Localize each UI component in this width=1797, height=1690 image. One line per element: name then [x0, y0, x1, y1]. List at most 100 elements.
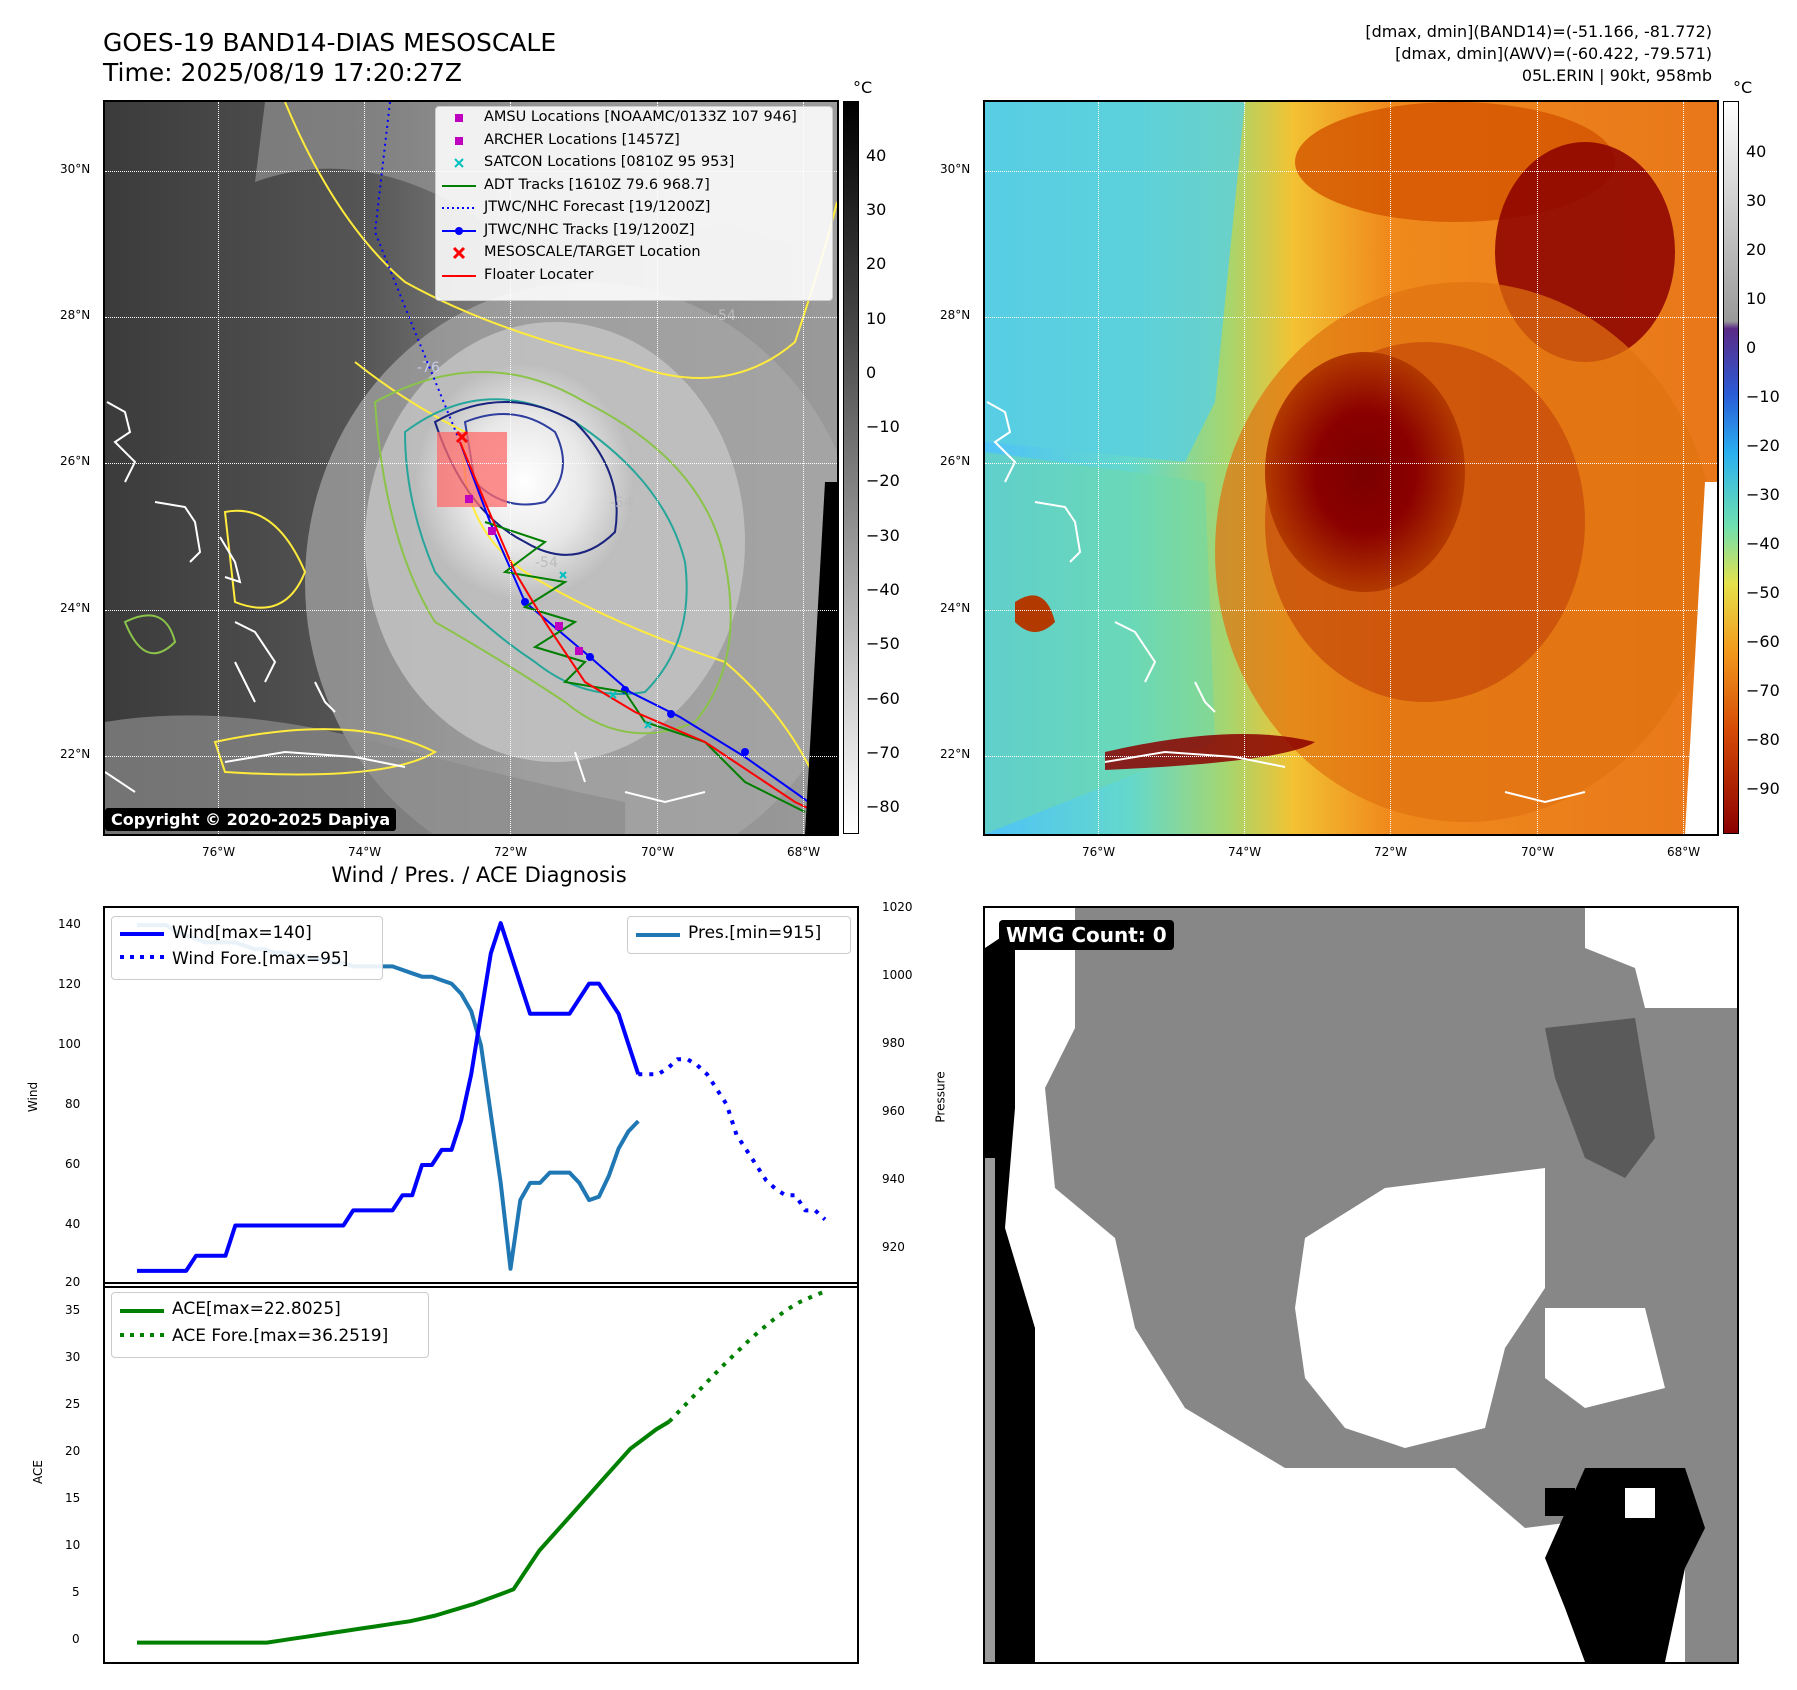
- ace-tick: 15: [65, 1491, 81, 1505]
- ace-tick: 20: [65, 1444, 81, 1458]
- lat-label: 22°N: [60, 747, 91, 761]
- colorbar-tick: −90: [1746, 779, 1780, 798]
- ace-legend-label: ACE[max=22.8025]: [172, 1299, 341, 1319]
- ace-plot: ACE[max=22.8025] ACE Fore.[max=36.2519]: [103, 1282, 859, 1664]
- wind-tick: 60: [65, 1157, 81, 1171]
- lon-label: 68°W: [1667, 845, 1701, 859]
- wmg-image: [985, 908, 1737, 1662]
- colorbar-tick: −40: [1746, 534, 1780, 553]
- colorbar-tick: 10: [866, 309, 887, 328]
- ace-svg: [137, 1289, 826, 1645]
- legend-item: Floater Locater: [442, 266, 594, 283]
- colorbar-tick: 0: [1746, 338, 1757, 357]
- ace-legend: ACE[max=22.8025] ACE Fore.[max=36.2519]: [111, 1292, 429, 1358]
- right-colorbar-unit: °C: [1733, 78, 1753, 97]
- map-title: GOES-19 BAND14-DIAS MESOSCALE: [103, 28, 557, 57]
- lon-label: 72°W: [494, 845, 528, 859]
- colorbar-tick: 40: [1746, 142, 1767, 161]
- ir-map-panel: -76 -54 -54 -54: [103, 100, 839, 836]
- right-colorbar: [1723, 101, 1739, 834]
- wind-tick: 120: [58, 977, 81, 991]
- awv-map-panel: [983, 100, 1719, 836]
- wind-legend-label: Wind[max=140]: [172, 923, 312, 943]
- legend-item: MESOSCALE/TARGET Location: [436, 242, 832, 265]
- colorbar-tick: −40: [866, 580, 900, 599]
- diagnosis-title: Wind / Pres. / ACE Diagnosis: [331, 863, 627, 887]
- lon-label: 74°W: [1228, 845, 1262, 859]
- pressure-tick: 940: [882, 1172, 905, 1186]
- pressure-tick: 920: [882, 1240, 905, 1254]
- wind-forecast-line: [638, 1057, 827, 1221]
- colorbar-tick: −60: [1746, 632, 1780, 651]
- colorbar-tick: −50: [866, 634, 900, 653]
- lat-label: 24°N: [60, 601, 91, 615]
- colorbar-tick: −20: [1746, 436, 1780, 455]
- lon-label: 72°W: [1374, 845, 1408, 859]
- wmg-count-label: WMG Count: 0: [999, 920, 1174, 950]
- ace-axis-label: ACE: [30, 1460, 45, 1484]
- contour-label: -54: [610, 495, 633, 511]
- contour-label: -76: [417, 360, 440, 376]
- ace-tick: 35: [65, 1303, 81, 1317]
- ace-tick: 5: [72, 1585, 80, 1599]
- colorbar-tick: 30: [866, 200, 887, 219]
- wind-tick: 100: [58, 1037, 81, 1051]
- lon-label: 76°W: [1082, 845, 1116, 859]
- pressure-tick: 980: [882, 1036, 905, 1050]
- colorbar-tick: 20: [1746, 240, 1767, 259]
- pressure-legend: Pres.[min=915]: [627, 916, 851, 954]
- lat-label: 28°N: [60, 308, 91, 322]
- lat-label: 22°N: [940, 747, 971, 761]
- ace-line: [137, 1419, 671, 1645]
- colorbar-tick: 10: [1746, 289, 1767, 308]
- copyright-label: Copyright © 2020-2025 Dapiya: [105, 808, 397, 831]
- lat-label: 30°N: [940, 162, 971, 176]
- colorbar-tick: 30: [1746, 191, 1767, 210]
- awv-map-image: [985, 102, 1717, 834]
- legend-item: ADT Tracks [1610Z 79.6 968.7]: [442, 176, 710, 193]
- colorbar-tick: 0: [866, 363, 877, 382]
- ace-tick: 25: [65, 1397, 81, 1411]
- colorbar-tick: 40: [866, 146, 887, 165]
- colorbar-tick: −80: [866, 797, 900, 816]
- colorbar-tick: −20: [866, 471, 900, 490]
- lon-label: 76°W: [202, 845, 236, 859]
- lon-label: 70°W: [641, 845, 675, 859]
- wind-tick: 20: [65, 1275, 81, 1289]
- wind-legend: Wind[max=140] Wind Fore.[max=95]: [111, 916, 383, 980]
- legend-item: ARCHER Locations [1457Z]: [436, 130, 832, 153]
- pressure-legend-label: Pres.[min=915]: [688, 923, 822, 943]
- lat-label: 24°N: [940, 601, 971, 615]
- lon-label: 74°W: [348, 845, 382, 859]
- pressure-tick: 1020: [882, 900, 913, 914]
- colorbar-tick: −50: [1746, 583, 1780, 602]
- colorbar-tick: −10: [1746, 387, 1780, 406]
- lat-label: 26°N: [940, 454, 971, 468]
- pressure-tick: 1000: [882, 968, 913, 982]
- lon-label: 70°W: [1521, 845, 1555, 859]
- colorbar-tick: −70: [1746, 681, 1780, 700]
- ace-forecast-legend-label: ACE Fore.[max=36.2519]: [172, 1326, 389, 1346]
- legend-item: JTWC/NHC Tracks [19/1200Z]: [436, 220, 832, 243]
- wind-axis-label: Wind: [26, 1081, 41, 1113]
- colorbar-tick: 20: [866, 254, 887, 273]
- colorbar-tick: −60: [866, 689, 900, 708]
- map-legend: AMSU Locations [NOAAMC/0133Z 107 946] AR…: [435, 106, 833, 301]
- awv-range: [dmax, dmin](AWV)=(-60.422, -79.571): [1395, 44, 1712, 63]
- legend-item: SATCON Locations [0810Z 95 953]: [436, 152, 832, 175]
- contour-label: -54: [713, 308, 736, 324]
- storm-info: 05L.ERIN | 90kt, 958mb: [1521, 66, 1712, 85]
- colorbar-tick: −80: [1746, 730, 1780, 749]
- wind-tick: 140: [58, 917, 81, 931]
- wind-forecast-legend-label: Wind Fore.[max=95]: [172, 949, 349, 969]
- wind-tick: 40: [65, 1217, 81, 1231]
- lat-label: 28°N: [940, 308, 971, 322]
- legend-item: JTWC/NHC Forecast [19/1200Z]: [442, 199, 711, 215]
- wind-tick: 80: [65, 1097, 81, 1111]
- lat-label: 26°N: [60, 454, 91, 468]
- wind-pressure-plot: Wind[max=140] Wind Fore.[max=95] Pres.[m…: [103, 906, 859, 1288]
- colorbar-tick: −70: [866, 743, 900, 762]
- pressure-axis-label: Pressure: [933, 1071, 948, 1123]
- contour-label: -54: [535, 555, 558, 571]
- ace-tick: 30: [65, 1350, 81, 1364]
